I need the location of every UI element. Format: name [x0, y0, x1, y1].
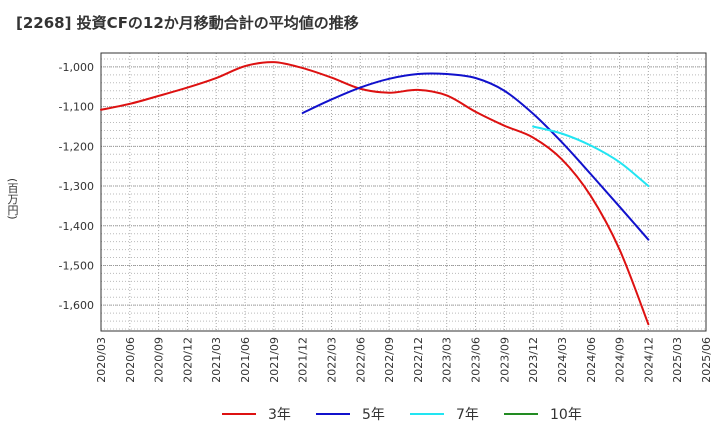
x-tick-label: 2022/06 — [354, 337, 367, 383]
x-tick-label: 2020/12 — [181, 337, 194, 383]
plot-area — [101, 53, 706, 331]
y-tick-label: -1,300 — [59, 180, 94, 193]
y-tick-label: -1,400 — [59, 220, 94, 233]
plot-frame — [100, 52, 707, 332]
x-tick-label: 2024/09 — [614, 337, 627, 383]
legend-label: 3年 — [268, 407, 291, 423]
x-tick-label: 2023/03 — [441, 337, 454, 383]
x-tick-label: 2023/06 — [470, 337, 483, 383]
x-tick-label: 2021/09 — [268, 337, 281, 383]
x-tick-label: 2024/03 — [556, 337, 569, 383]
x-tick-label: 2024/12 — [642, 337, 655, 383]
y-axis-label: (百万円) — [6, 178, 19, 220]
x-tick-label: 2020/09 — [153, 337, 166, 383]
x-tick-label: 2022/03 — [325, 337, 338, 383]
y-tick-label: -1,500 — [59, 259, 94, 272]
series-line-7年 — [532, 125, 650, 188]
chart-title: [2268] 投資CFの12か月移動合計の平均値の推移 — [16, 14, 359, 32]
y-tick-label: -1,000 — [59, 61, 94, 74]
series-line-3年 — [100, 61, 650, 326]
x-tick-label: 2021/12 — [297, 337, 310, 383]
legend-label: 5年 — [362, 407, 385, 423]
y-tick-label: -1,600 — [59, 299, 94, 312]
x-tick-label: 2023/09 — [498, 337, 511, 383]
x-tick-label: 2020/06 — [124, 337, 137, 383]
x-tick-label: 2023/12 — [527, 337, 540, 383]
x-tick-label: 2025/06 — [700, 337, 713, 383]
legend-swatch — [222, 413, 256, 415]
chart-plot: -1,000 -1,100 -1,200 -1,300 -1,400 -1,500 -1,6… — [59, 52, 713, 383]
chart-legend: 3年 5年 7年 10年 — [0, 402, 720, 426]
legend-item: 5年 — [316, 402, 385, 426]
legend-item: 10年 — [504, 402, 582, 426]
legend-swatch — [316, 413, 350, 415]
y-tick-label: -1,100 — [59, 101, 94, 114]
legend-item: 3年 — [222, 402, 291, 426]
x-tick-label: 2021/06 — [239, 337, 252, 383]
x-tick-label: 2024/06 — [585, 337, 598, 383]
legend-label: 10年 — [550, 407, 582, 423]
x-tick-label: 2022/12 — [412, 337, 425, 383]
legend-item: 7年 — [410, 402, 479, 426]
series-line-5年 — [301, 72, 650, 241]
x-tick-label: 2022/09 — [383, 337, 396, 383]
x-tick-label: 2021/03 — [210, 337, 223, 383]
legend-swatch — [410, 413, 444, 415]
legend-label: 7年 — [456, 407, 479, 423]
x-tick-label: 2025/03 — [671, 337, 684, 383]
y-tick-label: -1,200 — [59, 140, 94, 153]
x-tick-label: 2020/03 — [95, 337, 108, 383]
legend-swatch — [504, 413, 538, 415]
